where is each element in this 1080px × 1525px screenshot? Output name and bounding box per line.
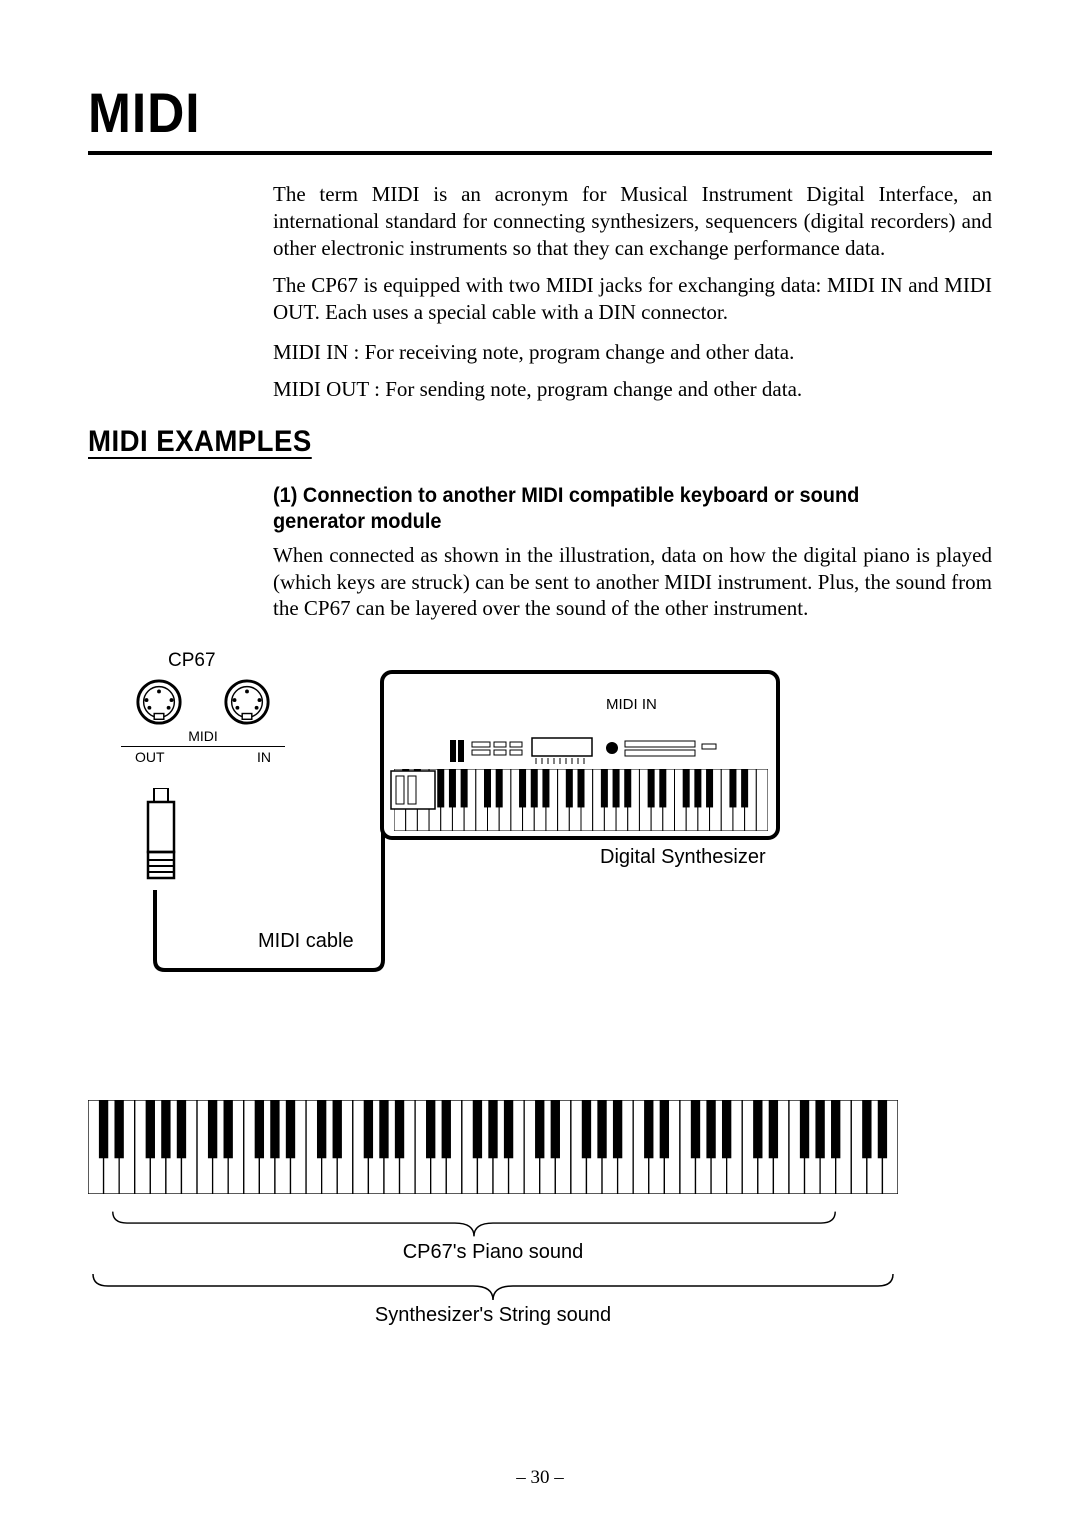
section-heading: MIDI EXAMPLES xyxy=(88,425,920,459)
out-label: OUT xyxy=(135,749,165,765)
brace-lower xyxy=(88,1270,898,1304)
example-1: (1) Connection to another MIDI compatibl… xyxy=(273,483,992,622)
din-out-icon xyxy=(135,678,183,726)
midi-label: MIDI xyxy=(115,728,291,744)
synth-midi-in-label: MIDI IN xyxy=(606,696,657,713)
synth-outline xyxy=(380,670,780,840)
example-1-body: When connected as shown in the illustrat… xyxy=(273,542,992,623)
midi-in-line: MIDI IN : For receiving note, program ch… xyxy=(273,339,992,366)
in-label: IN xyxy=(257,749,271,765)
intro-p1: The term MIDI is an acronym for Musical … xyxy=(273,181,992,262)
title-rule xyxy=(88,151,992,155)
cp67-label: CP67 xyxy=(168,650,216,672)
midi-out-line: MIDI OUT : For sending note, program cha… xyxy=(273,376,992,403)
din-in-icon xyxy=(223,678,271,726)
intro-p2: The CP67 is equipped with two MIDI jacks… xyxy=(273,272,992,326)
synth-drive-icon xyxy=(390,770,436,810)
intro-block: The term MIDI is an acronym for Musical … xyxy=(273,181,992,403)
connection-diagram: CP67 xyxy=(88,650,992,980)
midi-plug-icon xyxy=(146,788,176,898)
page-title: MIDI xyxy=(88,80,920,145)
brace-upper xyxy=(108,1207,878,1241)
midi-cable-label: MIDI cable xyxy=(258,930,354,953)
cp67-ports: MIDI OUT IN xyxy=(115,678,291,765)
page-number: – 30 – xyxy=(0,1467,1080,1489)
string-sound-label: Synthesizer's String sound xyxy=(88,1304,898,1327)
piano-sound-label: CP67's Piano sound xyxy=(88,1241,898,1264)
layered-sound-diagram: CP67's Piano sound Synthesizer's String … xyxy=(88,1100,898,1333)
synth-panel-icon xyxy=(450,736,770,768)
synth-keyboard-icon xyxy=(394,769,768,831)
large-keyboard-icon xyxy=(88,1100,898,1194)
synth-label: Digital Synthesizer xyxy=(600,846,766,869)
example-1-heading: (1) Connection to another MIDI compatibl… xyxy=(273,483,956,536)
